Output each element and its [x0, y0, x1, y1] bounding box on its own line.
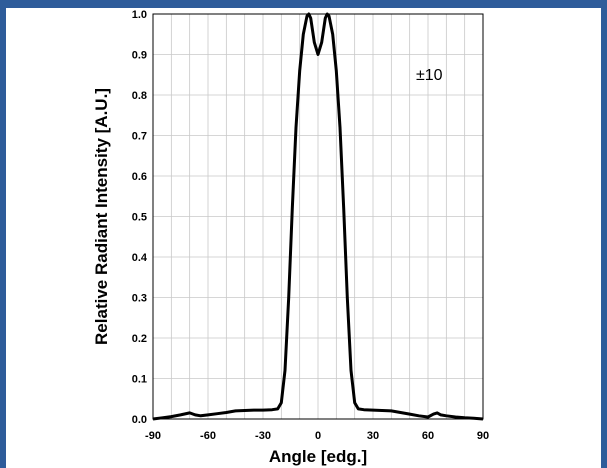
y-tick-label: 0.5 [132, 212, 147, 224]
x-axis-title: Angle [edg.] [269, 447, 367, 466]
y-tick-label: 0.4 [132, 252, 148, 264]
y-tick-label: 0.9 [132, 50, 147, 62]
y-tick-label: 0.0 [132, 414, 147, 426]
series-line [152, 12, 484, 421]
x-tick-label: 0 [315, 430, 321, 442]
plot-area-frame [152, 13, 484, 420]
y-axis-title: Relative Radiant Intensity [A.U.] [92, 88, 111, 345]
x-tick-label: 30 [367, 430, 379, 442]
y-tick-label: 1.0 [132, 9, 147, 21]
x-tick-label: -30 [255, 430, 271, 442]
y-tick-label: 0.3 [132, 293, 147, 305]
y-axis-ticks: 0.0 0.1 0.2 0.3 0.4 0.5 0.6 0.7 0.8 0.9 1.0 [132, 9, 148, 426]
x-tick-label: 90 [477, 430, 489, 442]
y-tick-label: 0.1 [132, 374, 147, 386]
x-tick-label: -60 [200, 430, 216, 442]
x-tick-label: -90 [145, 430, 161, 442]
y-tick-label: 0.6 [132, 171, 147, 183]
y-tick-label: 0.7 [132, 131, 147, 143]
y-tick-label: 0.8 [132, 90, 147, 102]
x-axis-ticks: -90 -60 -30 0 30 60 90 [145, 430, 489, 442]
x-tick-label: 60 [422, 430, 434, 442]
y-tick-label: 0.2 [132, 333, 147, 345]
annotation-label: ±10 [416, 67, 443, 84]
